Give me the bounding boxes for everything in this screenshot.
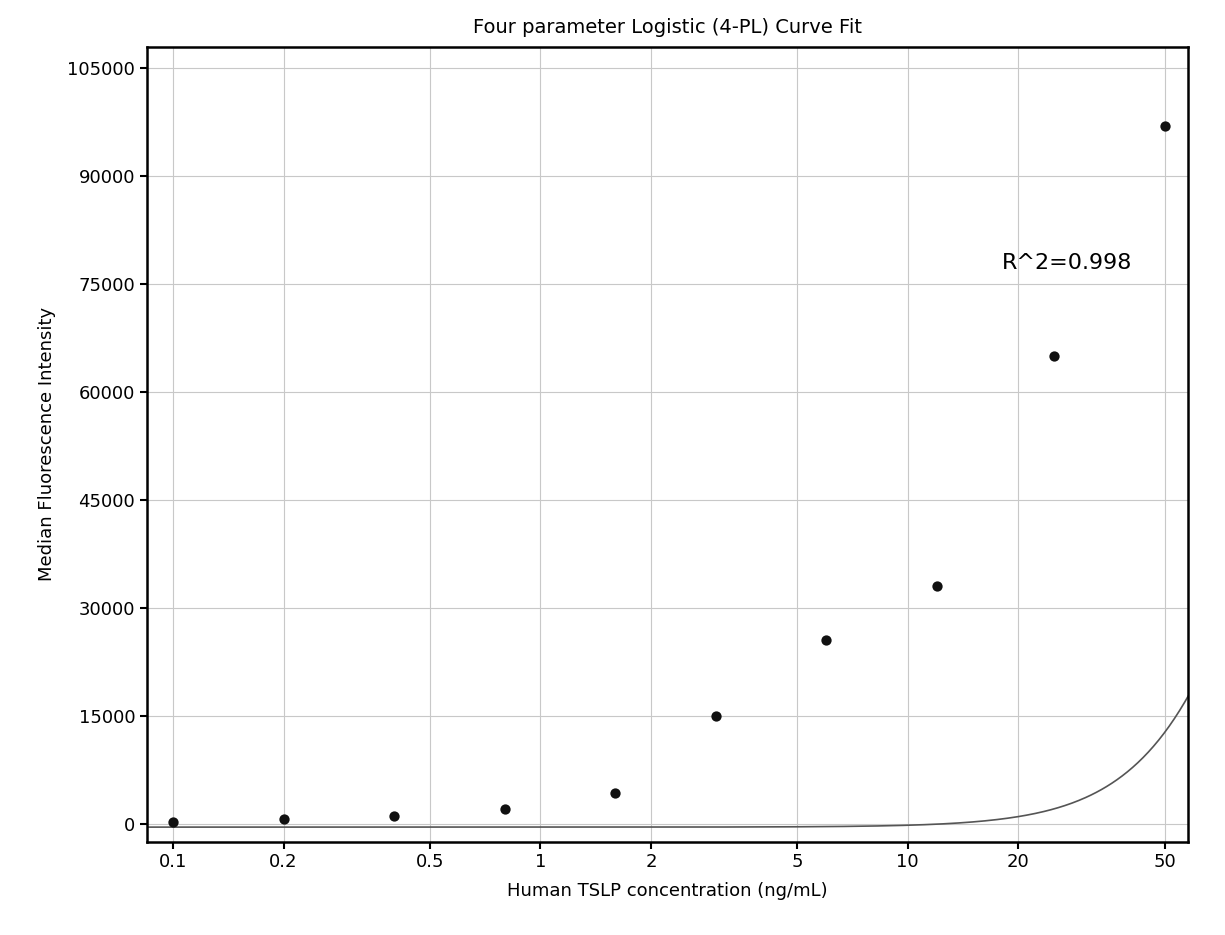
Text: R^2=0.998: R^2=0.998	[1002, 252, 1132, 272]
Y-axis label: Median Fluorescence Intensity: Median Fluorescence Intensity	[38, 307, 56, 582]
Point	[706, 708, 725, 723]
Point	[605, 785, 625, 800]
Point	[927, 579, 947, 594]
Point	[1155, 119, 1175, 134]
Point	[163, 814, 183, 829]
Point	[273, 812, 293, 827]
Point	[385, 808, 404, 823]
Point	[816, 633, 835, 648]
X-axis label: Human TSLP concentration (ng/mL): Human TSLP concentration (ng/mL)	[507, 883, 828, 900]
Point	[1044, 349, 1063, 364]
Title: Four parameter Logistic (4-PL) Curve Fit: Four parameter Logistic (4-PL) Curve Fit	[473, 18, 862, 36]
Point	[495, 801, 514, 816]
